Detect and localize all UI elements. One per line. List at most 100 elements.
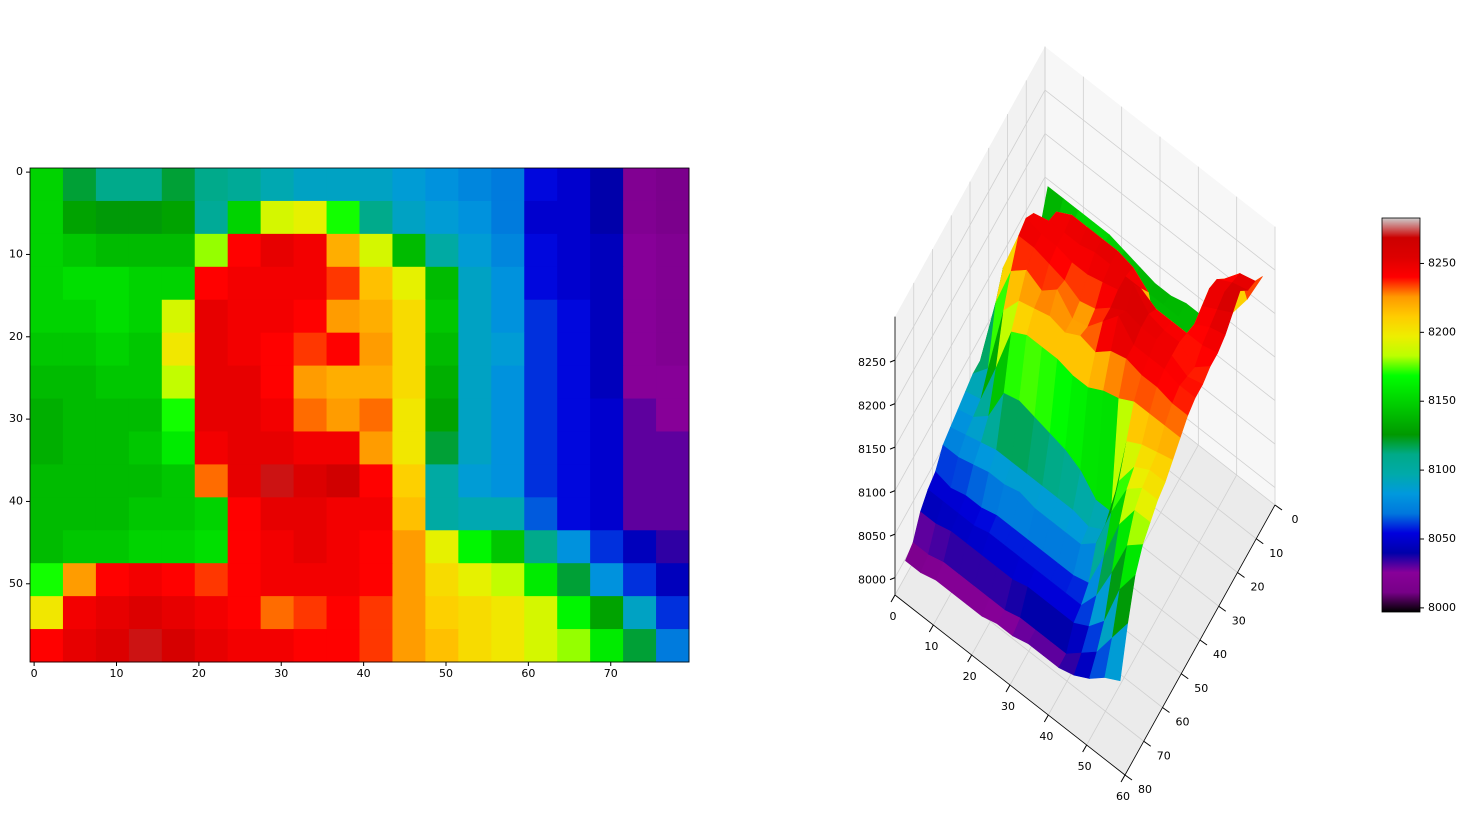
heatmap-cell <box>227 431 262 465</box>
heatmap-cell <box>95 332 130 367</box>
heatmap-cell <box>392 629 426 663</box>
heatmap-cell <box>128 266 163 301</box>
heatmap-cell <box>491 299 525 334</box>
heatmap-cell <box>491 563 525 597</box>
heatmap-cell <box>326 266 360 301</box>
heatmap-cell <box>656 398 690 432</box>
heatmap-cell <box>227 497 262 531</box>
heatmap-cell <box>194 168 229 202</box>
y-tick-label: 10 <box>924 640 938 653</box>
z-tick-label: 8150 <box>858 443 886 456</box>
heatmap-cell <box>194 464 229 498</box>
z-tick-label: 8050 <box>858 530 886 543</box>
heatmap-cell <box>425 168 459 202</box>
heatmap-cell <box>392 200 426 235</box>
heatmap-cell <box>590 299 624 334</box>
heatmap-cell <box>62 168 97 202</box>
heatmap-cell <box>62 200 97 235</box>
heatmap-cell <box>590 168 624 202</box>
heatmap-cell <box>425 530 459 564</box>
heatmap-cell <box>656 266 690 301</box>
heatmap-cell <box>62 530 97 564</box>
heatmap-cell <box>62 629 97 663</box>
y-tick <box>1043 714 1049 723</box>
heatmap-cell <box>161 497 196 531</box>
heatmap-cell <box>392 563 426 597</box>
heatmap-cell <box>557 299 591 334</box>
heatmap-cell <box>194 200 229 235</box>
heatmap-cell <box>128 596 163 630</box>
heatmap-cell <box>359 596 393 630</box>
x-tick-label: 60 <box>521 667 535 680</box>
heatmap-cell <box>656 332 690 367</box>
heatmap-cell <box>260 629 295 663</box>
z-tick <box>889 577 896 581</box>
x-tick-label: 10 <box>1269 547 1283 560</box>
heatmap-cell <box>623 200 657 235</box>
heatmap-cell <box>557 398 591 432</box>
heatmap-cell <box>62 266 97 301</box>
heatmap-cell <box>491 233 525 268</box>
heatmap-cell <box>227 629 262 663</box>
heatmap-cell <box>524 497 558 531</box>
heatmap-cell <box>656 596 690 630</box>
heatmap-cell <box>62 563 97 597</box>
heatmap-cell <box>392 497 426 531</box>
heatmap-cell <box>392 233 426 268</box>
heatmap-cell <box>623 563 657 597</box>
z-tick <box>889 490 896 494</box>
heatmap-cell <box>425 563 459 597</box>
heatmap-cell <box>557 530 591 564</box>
heatmap-cell <box>590 530 624 564</box>
y-tick <box>890 594 896 603</box>
heatmap-cell <box>161 365 196 400</box>
colorbar-tick-label: 8100 <box>1428 463 1456 476</box>
heatmap-cell <box>293 332 328 367</box>
heatmap-cell <box>30 299 64 334</box>
y-tick-label: 30 <box>1001 700 1015 713</box>
heatmap-cell <box>359 497 393 531</box>
heatmap-cell <box>326 398 360 432</box>
heatmap-cell <box>95 266 130 301</box>
heatmap-cell <box>491 497 525 531</box>
heatmap-cell <box>227 563 262 597</box>
grid-line <box>894 89 1046 361</box>
heatmap-cell <box>590 398 624 432</box>
heatmap-cell <box>95 299 130 334</box>
heatmap-cell <box>392 168 426 202</box>
heatmap-cell <box>392 365 426 400</box>
heatmap-cell <box>425 398 459 432</box>
heatmap-cell <box>425 266 459 301</box>
heatmap-cell <box>227 596 262 630</box>
heatmap-cell <box>524 596 558 630</box>
heatmap-cell <box>128 497 163 531</box>
heatmap-cell <box>359 464 393 498</box>
y-tick-label: 0 <box>16 165 23 178</box>
heatmap-cell <box>590 332 624 367</box>
heatmap-cell <box>359 233 393 268</box>
y-tick-label: 40 <box>9 494 23 507</box>
heatmap-cell <box>95 563 130 597</box>
heatmap-cell <box>194 629 229 663</box>
x-tick-label: 70 <box>1157 749 1171 762</box>
x-tick-label: 30 <box>1232 614 1246 627</box>
y-tick-label: 20 <box>9 330 23 343</box>
heatmap-cell <box>326 233 360 268</box>
heatmap-cell <box>260 168 295 202</box>
heatmap-cell <box>326 200 360 235</box>
heatmap-cell <box>392 596 426 630</box>
heatmap-cell <box>260 398 295 432</box>
heatmap-cell <box>161 431 196 465</box>
heatmap-cell <box>359 431 393 465</box>
heatmap-cell <box>161 168 196 202</box>
y-tick <box>1120 774 1126 783</box>
heatmap-cell <box>524 365 558 400</box>
heatmap-cell <box>623 266 657 301</box>
colorbar <box>1381 217 1421 613</box>
heatmap-cell <box>491 332 525 367</box>
heatmap-cell <box>95 464 130 498</box>
heatmap-cell <box>557 629 591 663</box>
heatmap-cell <box>227 332 262 367</box>
heatmap-cell <box>590 497 624 531</box>
heatmap-cell <box>30 464 64 498</box>
